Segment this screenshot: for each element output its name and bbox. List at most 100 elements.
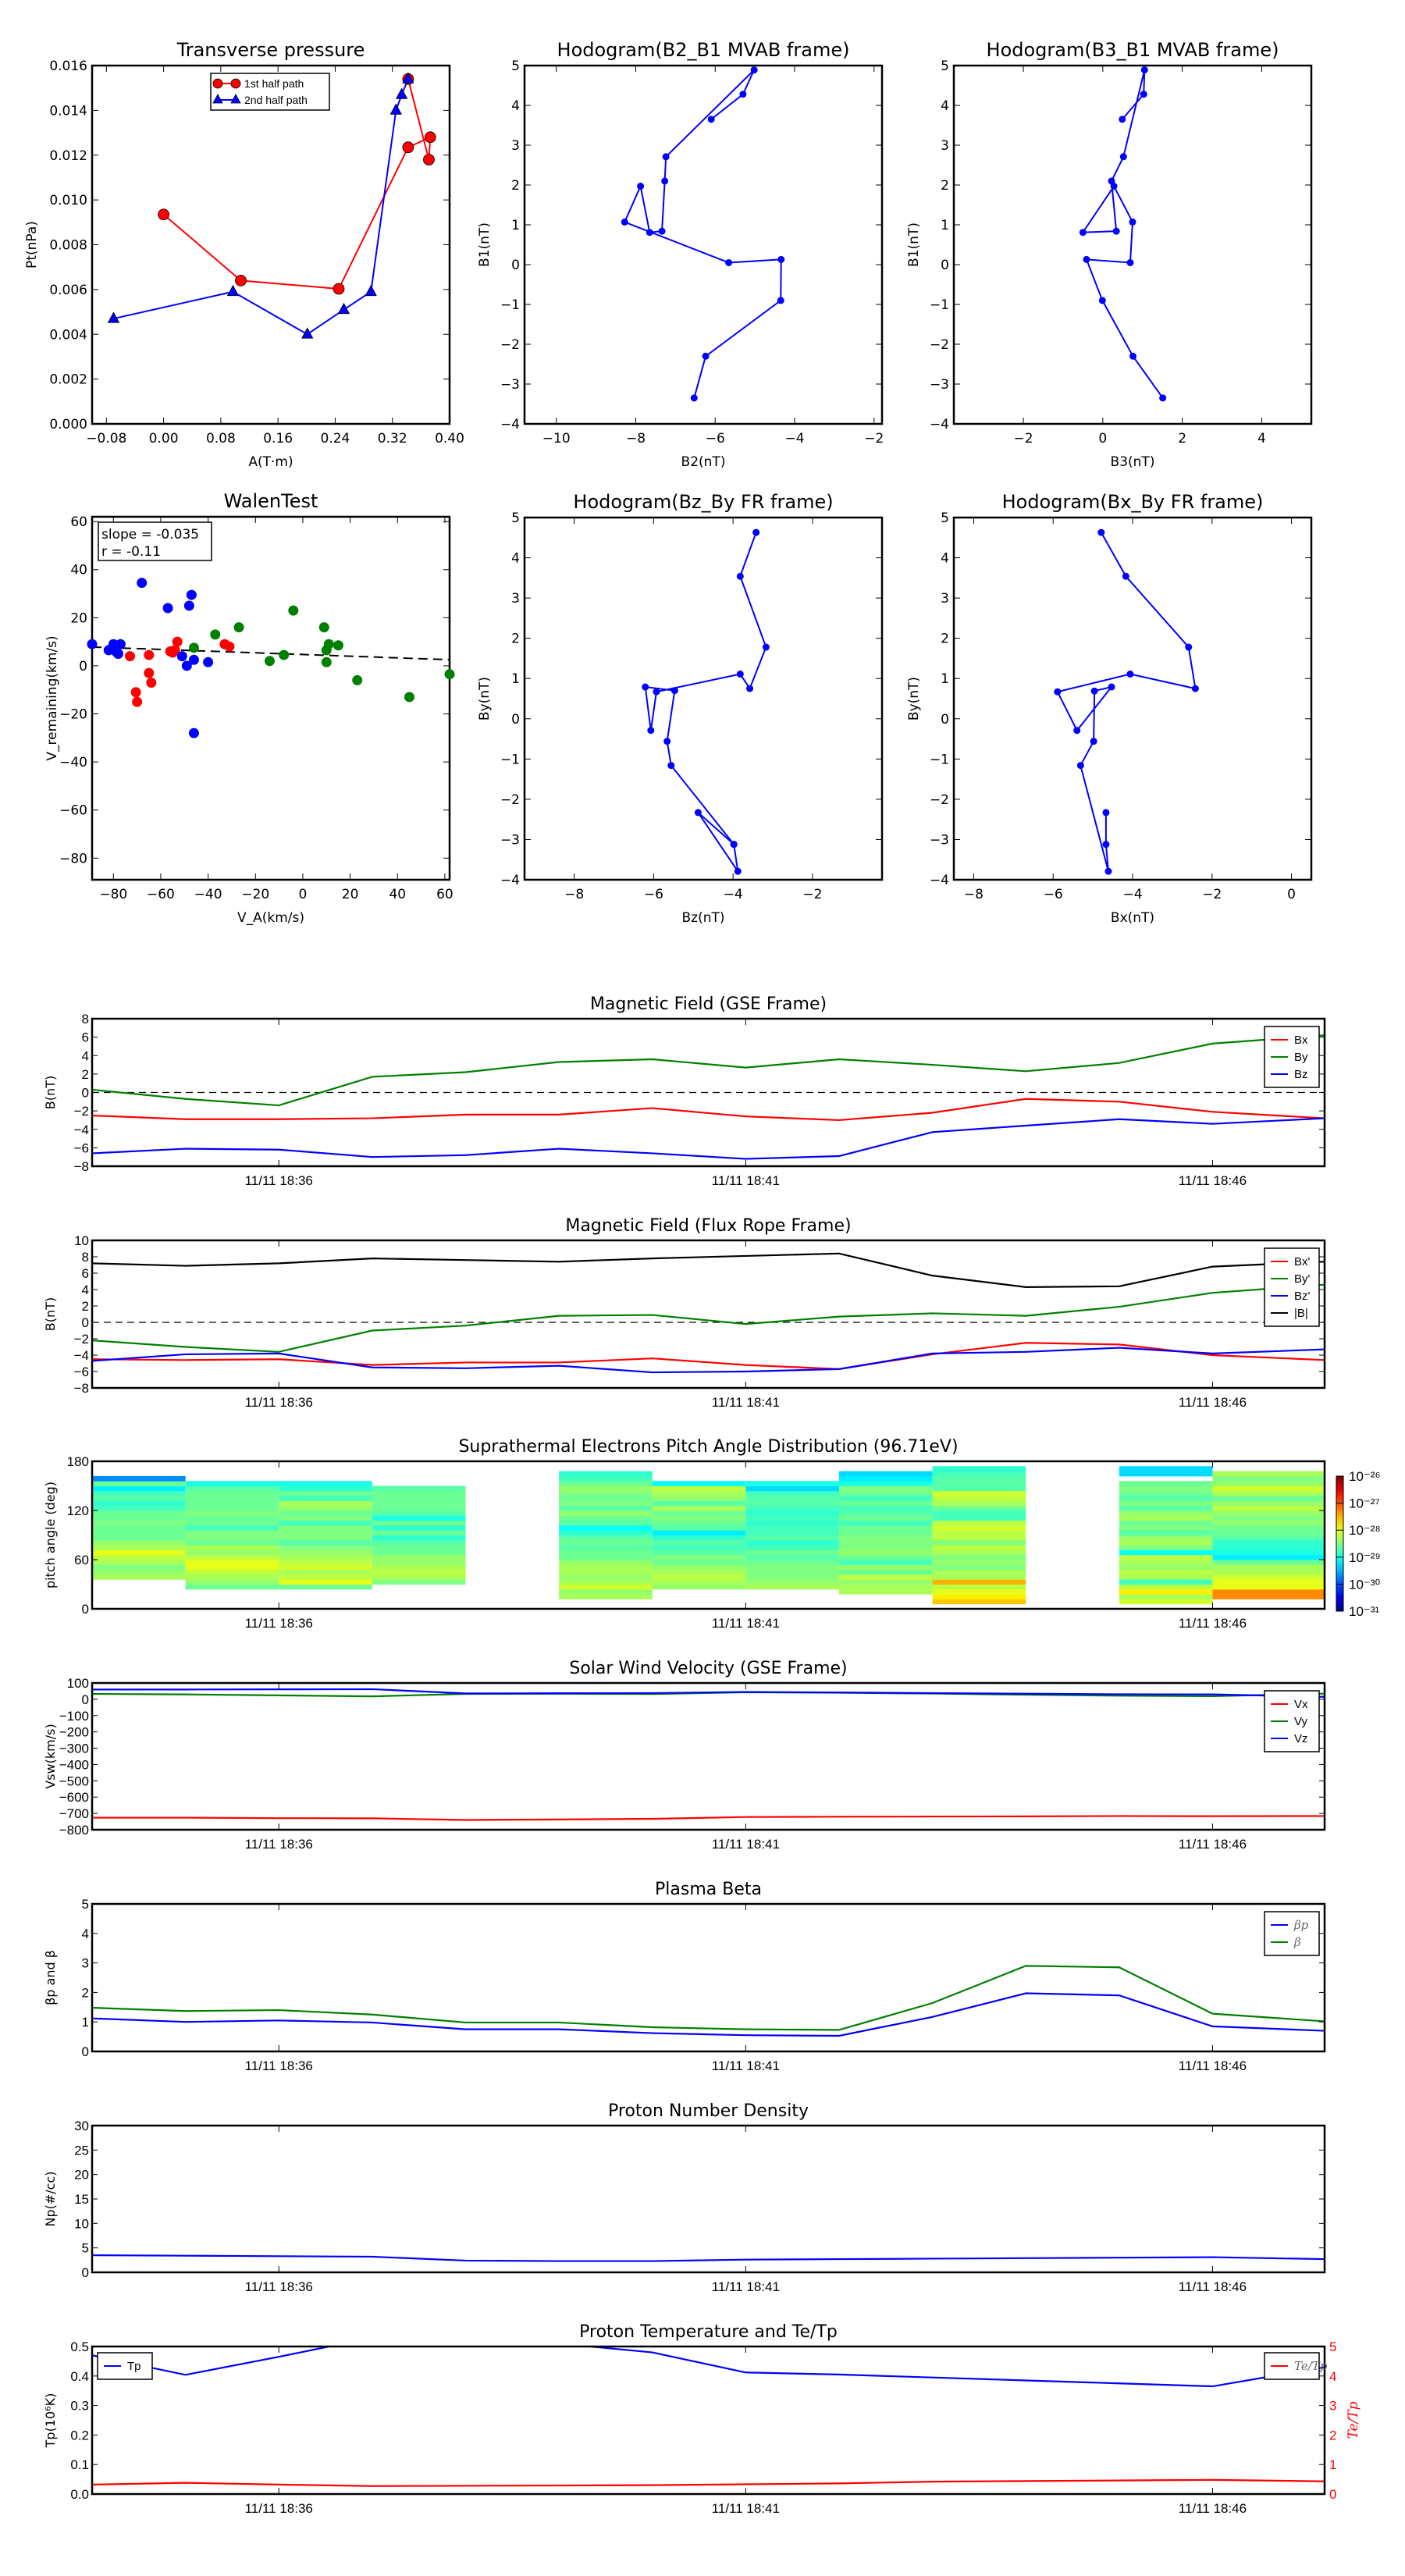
data-point (402, 141, 414, 154)
heatmap-cell (932, 1599, 1026, 1605)
heatmap-cell (1212, 1520, 1325, 1526)
colorbar-label: 10⁻²⁶ (1349, 1469, 1381, 1484)
legend-label: By (1294, 1051, 1308, 1064)
heatmap-cell (1212, 1530, 1325, 1535)
y-tick-label: 2 (941, 632, 949, 647)
plot-frame (952, 516, 1313, 881)
y-tick-label: 8 (82, 1250, 89, 1265)
data-point (210, 629, 221, 640)
annotation-frame (98, 521, 212, 561)
chart-title: Hodogram(B3_B1 MVAB frame) (987, 39, 1279, 61)
data-point (1054, 688, 1062, 696)
heatmap-cell (838, 1589, 933, 1595)
heatmap-cell (932, 1490, 1026, 1496)
heatmap-cell (1212, 1525, 1325, 1531)
heatmap-cell (1212, 1554, 1325, 1560)
heatmap-cell (932, 1564, 1026, 1571)
y-tick-label: 0.014 (49, 103, 87, 119)
data-point (1140, 91, 1147, 98)
data-point (658, 227, 666, 235)
data-point (146, 677, 157, 688)
y-tick-label-right: 5 (1329, 2339, 1336, 2354)
heatmap-cell (1212, 1475, 1325, 1482)
heatmap-cell (932, 1466, 1026, 1472)
plot-frame (91, 1239, 1326, 1389)
heatmap-cell (1119, 1599, 1213, 1605)
heatmap-cell (1119, 1569, 1213, 1575)
data-point (423, 154, 435, 165)
data-point (188, 728, 199, 738)
y-tick-label: 2 (511, 632, 520, 647)
y-tick-label: 0 (941, 258, 949, 273)
x-tick-label: −6 (644, 887, 663, 902)
legend-label: Vy (1294, 1715, 1307, 1728)
y-tick-label: 0 (82, 2265, 89, 2280)
y-axis-label: Pt(nPa) (24, 221, 40, 269)
series-line- (92, 1965, 1325, 2031)
y-tick-label: 0 (941, 712, 949, 728)
data-point (1126, 671, 1134, 678)
y-axis-label: B(nT) (43, 1076, 58, 1109)
legend-label: Tp (127, 2360, 141, 2373)
y-tick-label: −600 (59, 1790, 89, 1805)
data-point (352, 674, 363, 685)
y-tick-label: 5 (82, 2241, 89, 2256)
heatmap-cell (372, 1515, 466, 1521)
y-tick-label: −1 (500, 297, 520, 313)
x-axis-label: B2(nT) (681, 454, 726, 470)
data-point (323, 639, 334, 649)
x-tick-label: 0.00 (149, 431, 179, 447)
heatmap-cell (279, 1500, 372, 1507)
y-tick-label: 2 (82, 1067, 89, 1082)
heatmap-cell (1119, 1550, 1213, 1556)
plot-frame (91, 2345, 1326, 2496)
data-point (404, 692, 414, 703)
heatmap-cell (652, 1579, 746, 1585)
y-tick-label: −2 (500, 792, 520, 808)
x-tick-label: −40 (194, 887, 222, 902)
heatmap-cell (1212, 1560, 1325, 1565)
heatmap-cell (559, 1505, 653, 1511)
data-point (169, 645, 180, 656)
heatmap-cell (92, 1500, 186, 1507)
x-tick-label: −20 (241, 887, 269, 902)
x-tick-label: −6 (706, 431, 725, 447)
chart-title: Proton Number Density (608, 2101, 809, 2121)
heatmap-cell (559, 1481, 653, 1486)
y-tick-label: 20 (74, 2168, 89, 2183)
y-tick-label: 3 (511, 138, 520, 154)
x-tick-label: 11/11 18:41 (712, 2058, 780, 2073)
plot-frame (91, 1681, 1326, 1831)
heatmap-cell (279, 1520, 372, 1526)
chart-hodogram-bx-by: Hodogram(Bx_By FR frame) −4 −3 −2 −1 0 1 2 3 4 5 −8… (906, 491, 1313, 926)
y-tick-label: −8 (74, 1159, 89, 1174)
data-point (663, 738, 671, 745)
heatmap-cell (652, 1500, 746, 1507)
r-text: r = -0.11 (101, 544, 161, 560)
heatmap-cell (372, 1525, 466, 1531)
heatmap-cell (745, 1569, 839, 1575)
y-tick-label: 2 (941, 178, 949, 194)
heatmap-cell (92, 1525, 186, 1531)
chart-title: WalenTest (224, 490, 318, 512)
series-bx_by (1054, 528, 1199, 875)
data-point (112, 649, 123, 660)
heatmap-cell (185, 1539, 279, 1546)
heatmap-cell (1119, 1496, 1213, 1501)
pad-column (372, 1485, 466, 1585)
series-line-by (92, 1034, 1325, 1107)
y-tick-label: −3 (500, 832, 520, 848)
series-2nd-half-path (107, 72, 414, 339)
heatmap-cell (1119, 1560, 1213, 1565)
heatmap-cell (1119, 1539, 1213, 1546)
heatmap-cell (1212, 1471, 1325, 1477)
y-tick-label-right: 1 (1329, 2457, 1336, 2472)
heatmap-cell (652, 1584, 746, 1590)
heatmap-cell (1212, 1579, 1325, 1585)
heatmap-cell (745, 1550, 839, 1556)
heatmap-cell (932, 1510, 1026, 1516)
heatmap-cell (185, 1574, 279, 1580)
y-tick-label: 2 (82, 1299, 89, 1314)
heatmap-cell (838, 1500, 933, 1507)
data-point (662, 153, 670, 161)
